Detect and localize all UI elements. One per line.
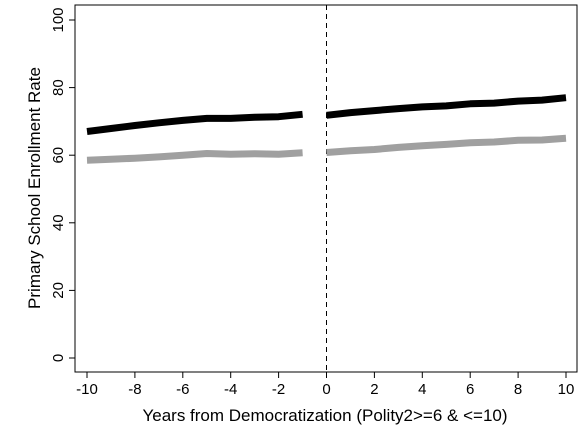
y-tick-label: 20 <box>50 282 67 299</box>
x-tick-label: 0 <box>322 381 330 398</box>
series-2-line-post <box>326 134 567 156</box>
x-tick-label: 10 <box>558 381 575 398</box>
y-tick-label: 40 <box>50 214 67 231</box>
y-axis-title: Primary School Enrollment Rate <box>25 67 44 309</box>
x-tick-label: -6 <box>176 381 189 398</box>
x-tick-label: 4 <box>418 381 426 398</box>
x-tick-label: 8 <box>514 381 522 398</box>
y-tick-label: 60 <box>50 147 67 164</box>
x-tick-label: -10 <box>76 381 98 398</box>
y-tick-label: 80 <box>50 79 67 96</box>
x-tick-label: -2 <box>272 381 285 398</box>
x-axis: -10 -8 -6 -4 -2 0 2 4 6 8 10 <box>76 372 574 398</box>
series-2-line-pre <box>86 149 303 164</box>
y-tick-label: 0 <box>50 354 67 362</box>
y-axis: 0 20 40 60 80 100 <box>50 7 75 362</box>
series-layer <box>86 94 567 164</box>
series-1-line-post <box>326 94 567 119</box>
x-tick-label: -4 <box>224 381 237 398</box>
x-tick-label: 6 <box>466 381 474 398</box>
x-tick-label: 2 <box>370 381 378 398</box>
y-tick-label: 100 <box>50 7 67 32</box>
series-1-line-pre <box>86 110 303 135</box>
x-axis-title: Years from Democratization (Polity2>=6 &… <box>142 406 507 425</box>
x-tick-label: -8 <box>128 381 141 398</box>
